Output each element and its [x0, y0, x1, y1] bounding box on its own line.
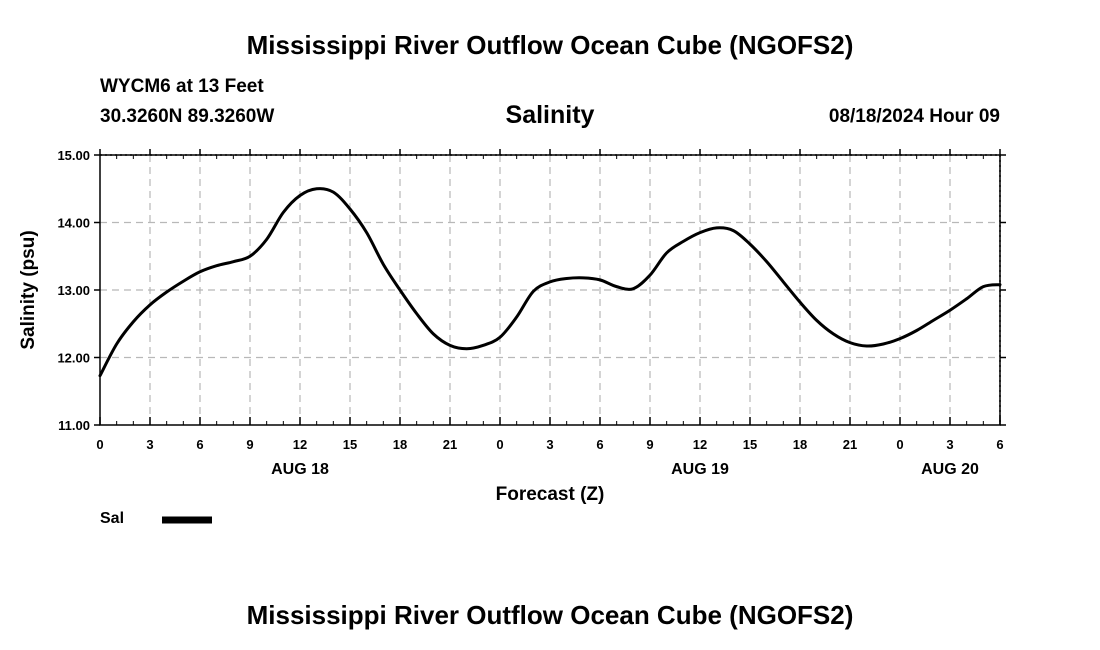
date-label: AUG 20	[921, 461, 979, 478]
x-tick-label: 0	[896, 437, 903, 452]
forecast-datetime: 08/18/2024 Hour 09	[828, 106, 1000, 127]
legend-label: Sal	[100, 510, 125, 527]
x-axis-title: Forecast (Z)	[496, 484, 605, 505]
x-tick-label: 3	[946, 437, 953, 452]
x-tick-label: 6	[196, 437, 203, 452]
chart-title-bottom: Mississippi River Outflow Ocean Cube (NG…	[246, 600, 854, 630]
y-axis-title: Salinity (psu)	[18, 230, 39, 349]
date-labels: AUG 18 AUG 19 AUG 20	[271, 461, 979, 478]
x-tick-label: 18	[393, 437, 407, 452]
x-tick-label: 15	[743, 437, 757, 452]
salinity-series-line	[98, 187, 1002, 378]
x-tick-label: 0	[496, 437, 503, 452]
axis-ticks	[94, 149, 1006, 426]
x-tick-label: 21	[843, 437, 857, 452]
y-tick-labels: 11.00 12.00 13.00 14.00 15.00	[57, 148, 90, 433]
grid-lines	[100, 155, 1000, 425]
date-label: AUG 19	[671, 461, 729, 478]
station-label: WYCM6 at 13 Feet	[100, 76, 264, 97]
x-tick-label: 3	[146, 437, 153, 452]
y-tick-label: 14.00	[57, 216, 90, 231]
x-tick-label: 9	[646, 437, 653, 452]
x-tick-label: 15	[343, 437, 357, 452]
x-tick-label: 6	[596, 437, 603, 452]
y-tick-label: 15.00	[57, 148, 90, 163]
x-tick-label: 9	[246, 437, 253, 452]
y-tick-label: 11.00	[58, 418, 90, 433]
x-tick-label: 6	[996, 437, 1003, 452]
x-tick-label: 0	[96, 437, 103, 452]
y-tick-label: 13.00	[57, 283, 90, 298]
x-tick-label: 18	[793, 437, 807, 452]
station-coords: 30.3260N 89.3260W	[100, 106, 275, 127]
x-tick-label: 12	[293, 437, 307, 452]
date-label: AUG 18	[271, 461, 329, 478]
x-tick-labels: 0 3 6 9 12 15 18 21 0 3 6 9 12 15 18 21 0 3 6	[96, 437, 1003, 452]
y-tick-label: 12.00	[57, 351, 90, 366]
chart-name: Salinity	[505, 101, 595, 129]
x-tick-label: 21	[443, 437, 457, 452]
x-tick-label: 12	[693, 437, 707, 452]
x-tick-label: 3	[546, 437, 553, 452]
chart-title-top: Mississippi River Outflow Ocean Cube (NG…	[246, 30, 854, 60]
